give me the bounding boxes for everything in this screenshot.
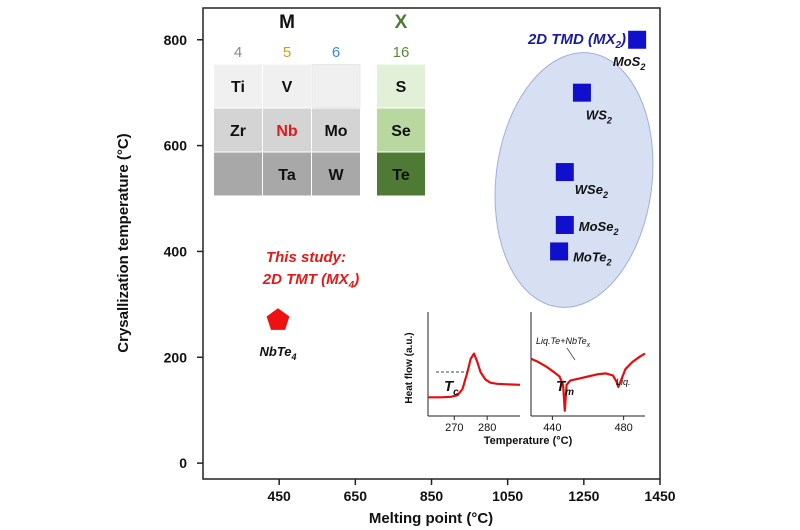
data-point-label: MoTe2 xyxy=(573,249,611,267)
group-number: 5 xyxy=(283,44,291,61)
element-symbol: Nb xyxy=(276,123,298,140)
tmd-label: 2D TMD (MX2) xyxy=(527,31,626,51)
element-cell xyxy=(312,152,360,196)
x-tick-label: 450 xyxy=(267,488,291,504)
element-symbol: W xyxy=(328,167,344,184)
y-tick-label: 800 xyxy=(164,32,188,48)
data-point-label: WSe2 xyxy=(575,182,608,200)
element-cell xyxy=(263,108,311,152)
dsc-curve xyxy=(428,352,521,399)
transition-temp-label: Tc xyxy=(444,378,459,398)
inset-x-tick-label: 270 xyxy=(445,422,463,434)
element-cell xyxy=(263,152,311,196)
group-number: 16 xyxy=(393,44,410,61)
inset-x-tick-label: 280 xyxy=(478,422,496,434)
element-cell xyxy=(377,108,425,152)
x-tick-label: 650 xyxy=(344,488,368,504)
data-point-pentagon xyxy=(266,308,290,330)
study-label-line1: This study: xyxy=(266,249,346,266)
element-cell xyxy=(377,64,425,108)
group-number: 4 xyxy=(234,44,242,61)
data-point-square xyxy=(555,163,574,182)
element-symbol: Ta xyxy=(278,167,296,184)
inset-y-label: Heat flow (a.u.) xyxy=(404,332,415,403)
periodic-table: M X 4 5 6 16 Ti V Zr Nb Mo Ta W S Se Te xyxy=(214,12,425,196)
m-header: M xyxy=(279,12,295,33)
tmd-region-ellipse xyxy=(494,52,654,308)
element-symbol: S xyxy=(396,79,407,96)
peak-pointer xyxy=(566,347,576,361)
inset-x-label: Temperature (°C) xyxy=(484,435,573,447)
study-label-line2: 2D TMT (MX4) xyxy=(262,271,359,291)
x-header: X xyxy=(395,12,408,33)
y-axis: 0 200 400 600 800 xyxy=(164,32,203,471)
group-number: 6 xyxy=(332,44,340,61)
inset-dsc-plot: Heat flow (a.u.) Temperature (°C) 270 280… xyxy=(404,312,646,447)
transition-temp-label: Tm xyxy=(556,378,574,398)
element-cell xyxy=(214,64,262,108)
data-point-label: WS2 xyxy=(586,108,612,126)
data-point-square xyxy=(555,215,574,234)
y-tick-label: 400 xyxy=(164,243,188,259)
x-tick-label: 1050 xyxy=(492,488,523,504)
element-cell xyxy=(263,64,311,108)
inset-x-tick-label: 440 xyxy=(543,422,561,434)
x-tick-label: 1450 xyxy=(644,488,675,504)
x-tick-label: 850 xyxy=(420,488,444,504)
element-cell xyxy=(214,152,262,196)
element-cell xyxy=(214,108,262,152)
element-symbol: V xyxy=(282,79,293,96)
y-axis-label: Crysallization temperature (°C) xyxy=(115,133,132,352)
data-point-label: NbTe4 xyxy=(260,344,297,362)
data-point-square xyxy=(550,242,569,261)
element-symbol: Zr xyxy=(230,123,246,140)
liq-label: Liq. xyxy=(616,377,631,387)
element-symbol: Mo xyxy=(324,123,347,140)
peak-label: Liq.Te+NbTex xyxy=(536,336,591,349)
y-tick-label: 0 xyxy=(179,455,187,471)
element-symbol: Te xyxy=(392,167,410,184)
element-cell xyxy=(377,152,425,196)
y-tick-label: 200 xyxy=(164,349,188,365)
x-axis-label: Melting point (°C) xyxy=(369,510,493,527)
data-point-label: MoS2 xyxy=(613,54,645,72)
data-point-square xyxy=(572,83,591,102)
element-cell xyxy=(311,64,361,108)
element-cell xyxy=(312,108,360,152)
inset-x-tick-label: 480 xyxy=(614,422,632,434)
data-point-label: MoSe2 xyxy=(579,219,619,237)
element-symbol: Se xyxy=(391,123,411,140)
dsc-curve xyxy=(530,352,646,412)
x-axis: 450 650 850 1050 1250 1450 xyxy=(267,479,676,504)
y-tick-label: 600 xyxy=(164,138,188,154)
data-point-square xyxy=(628,30,647,49)
x-tick-label: 1250 xyxy=(568,488,599,504)
data-points: MoS2 WS2 WSe2 MoSe2 MoTe2 NbTe4 xyxy=(260,30,647,362)
element-symbol: Ti xyxy=(231,79,245,96)
